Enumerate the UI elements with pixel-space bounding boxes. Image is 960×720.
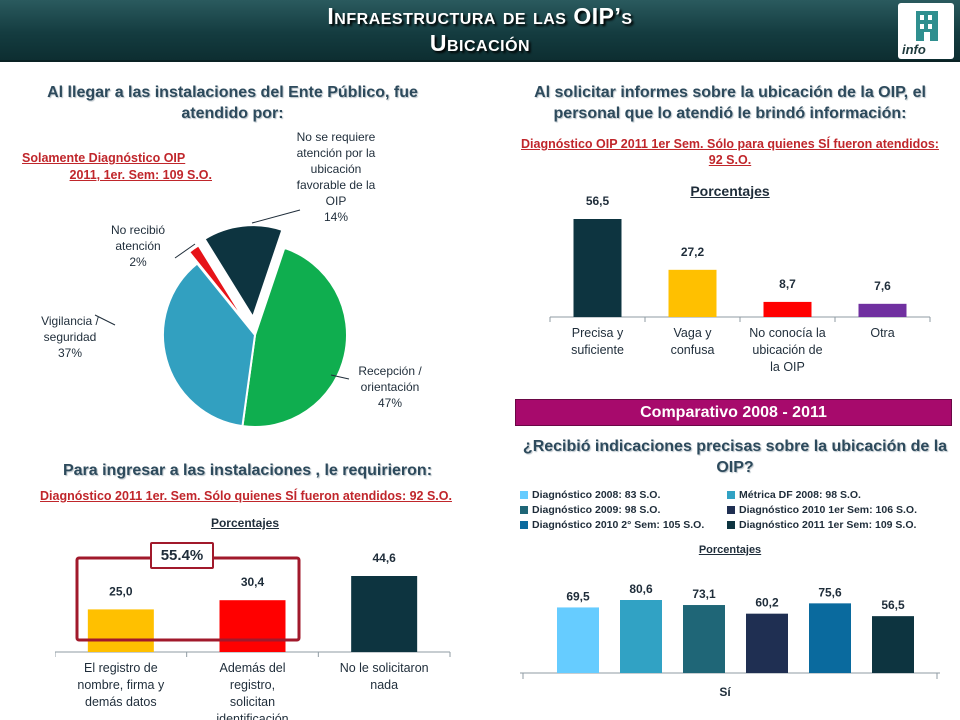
legend-item-diagnostico-2011-1er-s: Diagnóstico 2011 1er Sem: 109 S.O.	[727, 519, 916, 533]
category-label-precisa-y-suficiente: Precisa y suficiente	[571, 326, 624, 357]
cmp-bar-diagnostico-2011-1er-s	[872, 616, 914, 673]
pie-leader-line	[251, 209, 301, 224]
legend-label: Diagnóstico 2011 1er Sem: 109 S.O.	[739, 519, 917, 531]
cmp-bar-diagnostico-2009-98-s-	[683, 605, 725, 673]
bar-precisa-y-suficiente	[573, 219, 622, 317]
bar-value-no-le-solicitaron-nada: 44,6	[372, 551, 396, 565]
legend-item-diagnostico-2010-1er-s: Diagnóstico 2010 1er Sem: 106 S.O.	[727, 504, 917, 518]
bar-el-registro-de-nombre-fi	[87, 609, 154, 652]
category-label-otra: Otra	[870, 326, 894, 340]
bar-vaga-y-confusa	[668, 269, 717, 317]
pie-note-line1: Solamente Diagnóstico OIP	[22, 151, 186, 165]
pie-value-no-recibio: 2%	[129, 255, 147, 269]
legend-label: Métrica DF 2008: 98 S.O.	[739, 489, 861, 501]
pie-value-no-requiere: 14%	[323, 210, 349, 224]
pie-slice-recepcion-orientacion	[241, 246, 348, 428]
category-label-no-le-solicitaron-nada: No le solicitaron nada	[340, 661, 429, 692]
info-note: Diagnóstico OIP 2011 1er Sem. Sólo para …	[521, 137, 939, 167]
pie-leader-line	[330, 374, 350, 380]
cmp-bar-value-diagnostico-2009-98-s-: 73,1	[692, 587, 716, 601]
pie-chart	[94, 209, 350, 428]
pie-label-no-requiere-text: No se requiere atención por la ubicación…	[296, 130, 376, 208]
pie-label-no-recibio-text: No recibió atención	[110, 223, 166, 253]
req-bar-chart: 25,0 El registro de nombre, firma y demás d…	[55, 551, 451, 720]
pie-slice-vigilancia-seguridad	[162, 262, 257, 428]
legend-label: Diagnóstico 2008: 83 S.O.	[532, 489, 661, 501]
bar-value-vaga-y-confusa: 27,2	[681, 245, 705, 259]
cmp-panel-title: ¿Recibió indicaciones precisas sobre la …	[522, 438, 948, 476]
bar-no-le-solicitaron-nada	[351, 576, 418, 652]
pie-leader-line	[94, 314, 116, 326]
cmp-bar-value-diagnostico-2011-1er-s: 56,5	[881, 598, 905, 612]
pie-label-vigilancia: Vigilancia / seguridad 37%	[30, 313, 110, 361]
req-note: Diagnóstico 2011 1er. Sem. Sólo quienes …	[40, 489, 452, 503]
slide-title-line1: Infraestructura de las OIP’s	[327, 3, 633, 29]
cmp-chart-units: Porcentajes	[698, 544, 762, 556]
pie-panel-title: Al llegar a las instalaciones del Ente P…	[47, 84, 418, 122]
cmp-bar-value-diagnostico-2008-83-s-: 69,5	[566, 589, 590, 603]
pie-slice-no-se-requiere-atencion-	[203, 224, 284, 320]
bar-no-conocia-la-ubicacion-	[763, 301, 812, 317]
bar-ademas-del-registro-soli	[219, 600, 286, 652]
logo-text: info	[902, 42, 926, 57]
pie-leader-line	[174, 243, 196, 259]
legend-swatch	[520, 506, 528, 515]
req-chart-units: Porcentajes	[210, 516, 280, 530]
cmp-bar-diagnostico-2008-83-s-	[557, 607, 599, 673]
legend-item-diagnostico-2010-2-sem: Diagnóstico 2010 2° Sem: 105 S.O.	[520, 519, 704, 533]
cmp-bar-chart: 69,5 80,6 73,1 60,2 75,6 56,5 Sí	[520, 582, 940, 699]
bar-value-el-registro-de-nombre-fi: 25,0	[109, 584, 133, 598]
sum-badge: 55.4%	[150, 542, 214, 569]
category-label-el-registro-de-nombre-fi: El registro de nombre, firma y demás datos	[77, 661, 165, 709]
pie-value-recepcion: 47%	[377, 396, 403, 410]
legend-swatch	[520, 491, 528, 500]
bar-value-otra: 7,6	[874, 279, 891, 293]
cmp-bar-metrica-df-2008-98-s-o	[620, 600, 662, 673]
legend-item-diagnostico-2008-83-s-: Diagnóstico 2008: 83 S.O.	[520, 489, 660, 503]
legend-swatch	[727, 491, 735, 500]
bar-value-precisa-y-suficiente: 56,5	[586, 194, 610, 208]
bar-value-ademas-del-registro-soli: 30,4	[241, 575, 265, 589]
comparativo-banner: Comparativo 2008 - 2011	[515, 399, 952, 426]
legend-label: Diagnóstico 2010 2° Sem: 105 S.O.	[532, 519, 705, 531]
legend-item-diagnostico-2009-98-s-: Diagnóstico 2009: 98 S.O.	[520, 504, 660, 518]
info-panel-title: Al solicitar informes sobre la ubicación…	[534, 84, 926, 122]
cmp-category-label: Sí	[719, 685, 731, 699]
pie-slice-no-recibio-atencion	[187, 243, 248, 325]
building-icon	[916, 11, 938, 41]
pie-value-vigilancia: 37%	[57, 346, 83, 360]
pie-note-line2: 2011, 1er. Sem: 109 S.O.	[69, 168, 212, 182]
legend-swatch	[727, 506, 735, 515]
bar-value-no-conocia-la-ubicacion-: 8,7	[779, 277, 796, 291]
info-chart-units: Porcentajes	[690, 183, 770, 199]
cmp-bar-value-diagnostico-2010-1er-s: 60,2	[755, 596, 779, 610]
cmp-bar-diagnostico-2010-2-sem	[809, 603, 851, 673]
legend-label: Diagnóstico 2009: 98 S.O.	[532, 504, 661, 516]
cmp-bar-diagnostico-2010-1er-s	[746, 613, 788, 673]
slide-title-line2: Ubicación	[429, 30, 531, 56]
pie-label-no-recibio: No recibió atención 2%	[98, 222, 178, 270]
legend-swatch	[520, 521, 528, 530]
pie-label-recepcion: Recepción / orientación 47%	[350, 363, 430, 411]
category-label-vaga-y-confusa: Vaga y confusa	[671, 326, 715, 357]
pie-label-recepcion-text: Recepción / orientación	[358, 364, 422, 394]
slide-header: Infraestructura de las OIP’s Ubicación i…	[0, 0, 960, 62]
cmp-bar-value-diagnostico-2010-2-sem: 75,6	[818, 585, 842, 599]
bar-otra	[858, 303, 907, 317]
category-label-no-conocia-la-ubicacion-: No conocía la ubicación de la OIP	[749, 326, 825, 374]
info-bar-chart: 56,5 Precisa y suficiente 27,2 Vaga y confusa…	[549, 194, 931, 374]
pie-label-vigilancia-text: Vigilancia / seguridad	[41, 314, 99, 344]
cmp-bar-value-metrica-df-2008-98-s-o: 80,6	[629, 582, 653, 596]
legend-swatch	[727, 521, 735, 530]
pie-label-no-requiere: No se requiere atención por la ubicación…	[285, 129, 387, 225]
legend-item-metrica-df-2008-98-s-o: Métrica DF 2008: 98 S.O.	[727, 489, 861, 503]
legend-label: Diagnóstico 2010 1er Sem: 106 S.O.	[739, 504, 917, 516]
category-label-ademas-del-registro-soli: Además del registro, solicitan identificaci…	[216, 661, 288, 720]
info-logo: info	[898, 3, 954, 59]
req-panel-title: Para ingresar a las instalaciones , le r…	[62, 462, 433, 479]
